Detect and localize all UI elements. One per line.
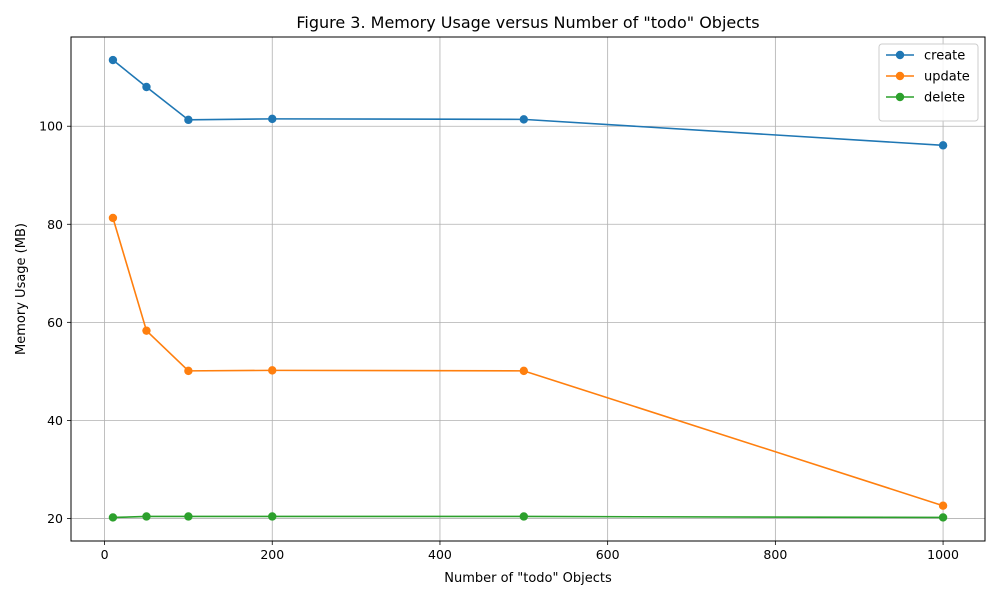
data-point-create (108, 55, 118, 65)
legend-label-delete: delete (924, 91, 965, 106)
y-tick-label: 60 (47, 315, 63, 330)
legend: create update delete (878, 43, 979, 122)
series-points (108, 55, 948, 522)
data-point-delete (519, 512, 529, 521)
data-point-delete (268, 512, 277, 521)
series-lines (112, 59, 944, 519)
chart-title: Figure 3. Memory Usage versus Number of … (296, 13, 759, 32)
x-tick-label: 0 (101, 547, 109, 562)
plot-frame (70, 36, 986, 542)
data-point-update (268, 366, 277, 375)
data-point-update (142, 326, 151, 335)
data-point-delete (108, 513, 118, 522)
data-point-delete (142, 512, 151, 521)
legend-marker-create (895, 50, 905, 60)
data-point-delete (938, 513, 948, 522)
legend-marker-delete (895, 92, 905, 102)
data-point-create (142, 82, 151, 92)
data-point-create (519, 115, 529, 124)
grid (71, 37, 985, 541)
data-point-update (108, 213, 118, 223)
legend-marker-update (895, 71, 905, 81)
x-tick-label: 800 (763, 547, 787, 562)
x-tick-label: 600 (596, 547, 620, 562)
series-line-create (112, 59, 944, 147)
x-axis-ticks: 0 200 400 600 800 1000 (101, 541, 959, 562)
legend-box (878, 43, 979, 122)
x-tick-label: 400 (428, 547, 452, 562)
y-axis-ticks: 20 40 60 80 100 (39, 119, 71, 526)
legend-label-create: create (924, 49, 965, 64)
x-tick-label: 1000 (927, 547, 959, 562)
series-line-update (112, 217, 944, 507)
data-point-update (184, 366, 193, 376)
y-tick-label: 40 (47, 413, 63, 428)
x-tick-label: 200 (260, 547, 284, 562)
legend-label-update: update (924, 70, 970, 85)
data-point-update (519, 366, 529, 376)
y-tick-label: 80 (47, 217, 63, 232)
y-tick-label: 100 (39, 119, 63, 134)
data-point-create (184, 115, 193, 125)
y-tick-label: 20 (47, 511, 63, 526)
data-point-update (938, 501, 948, 510)
data-point-create (938, 141, 948, 150)
y-axis-label: Memory Usage (MB) (14, 223, 29, 355)
data-point-delete (184, 512, 193, 521)
data-point-create (268, 114, 277, 124)
series-line-delete (112, 515, 944, 519)
x-axis-label: Number of "todo" Objects (444, 571, 612, 586)
